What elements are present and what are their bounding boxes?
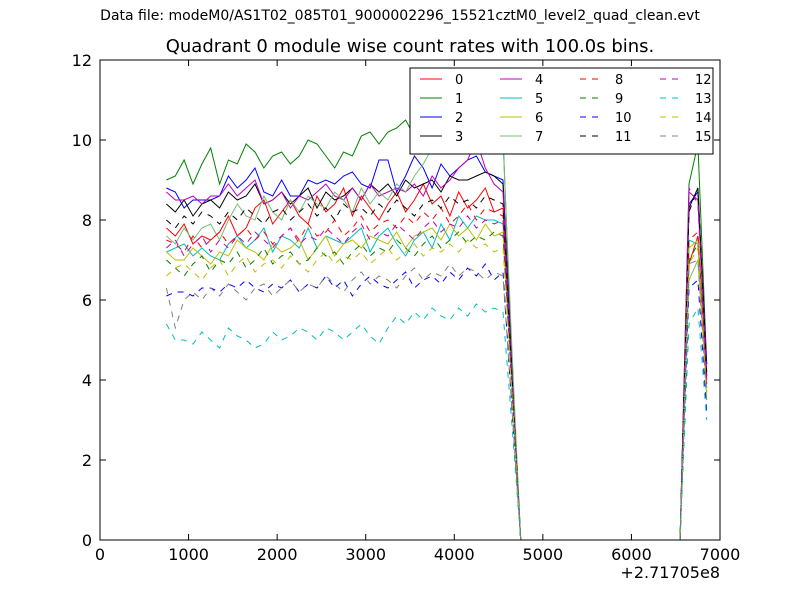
- y-tick-label: 12: [72, 51, 92, 70]
- legend-label-2: 2: [455, 111, 463, 126]
- legend-label-6: 6: [535, 111, 543, 126]
- legend-label-15: 15: [695, 130, 712, 145]
- legend-label-3: 3: [455, 130, 463, 145]
- series-line-14: [166, 239, 708, 540]
- x-tick-label: 7000: [700, 545, 741, 564]
- series-group: [165, 102, 708, 540]
- x-tick-label: 1000: [168, 545, 209, 564]
- legend-label-1: 1: [455, 92, 463, 107]
- y-tick-label: 8: [82, 211, 92, 230]
- x-tick-label: 6000: [611, 545, 652, 564]
- legend-label-8: 8: [615, 73, 623, 88]
- series-line-13: [165, 303, 708, 540]
- legend-label-12: 12: [695, 73, 712, 88]
- x-tick-label: 2000: [257, 545, 298, 564]
- series-line-15: [165, 259, 708, 540]
- series-line-8: [166, 203, 708, 540]
- x-tick-label: 4000: [434, 545, 475, 564]
- legend-label-14: 14: [695, 111, 712, 126]
- legend-label-5: 5: [535, 92, 543, 107]
- series-line-12: [166, 186, 708, 540]
- x-offset-label: +2.71705e8: [620, 563, 720, 582]
- y-tick-label: 2: [82, 451, 92, 470]
- series-line-4: [166, 138, 708, 540]
- legend-label-4: 4: [535, 73, 543, 88]
- legend-label-7: 7: [535, 130, 543, 145]
- legend-box: [409, 67, 714, 155]
- legend-label-11: 11: [615, 130, 632, 145]
- y-tick-label: 6: [82, 291, 92, 310]
- x-tick-label: 5000: [522, 545, 563, 564]
- legend-label-10: 10: [615, 111, 632, 126]
- y-tick-label: 4: [82, 371, 92, 390]
- x-tick-label: 0: [95, 545, 105, 564]
- legend-label-9: 9: [615, 92, 623, 107]
- series-line-10: [166, 263, 708, 540]
- legend-label-13: 13: [695, 92, 712, 107]
- series-line-3: [166, 171, 708, 540]
- series-line-6: [166, 223, 708, 540]
- legend-label-0: 0: [455, 73, 463, 88]
- x-tick-label: 3000: [345, 545, 386, 564]
- y-tick-label: 0: [82, 531, 92, 550]
- series-line-2: [166, 155, 708, 540]
- series-line-0: [166, 182, 708, 540]
- chart-title: Quadrant 0 module wise count rates with …: [165, 36, 655, 57]
- data-file-suptitle: Data file: modeM0/AS1T02_085T01_90000022…: [100, 8, 700, 24]
- y-tick-label: 10: [72, 131, 92, 150]
